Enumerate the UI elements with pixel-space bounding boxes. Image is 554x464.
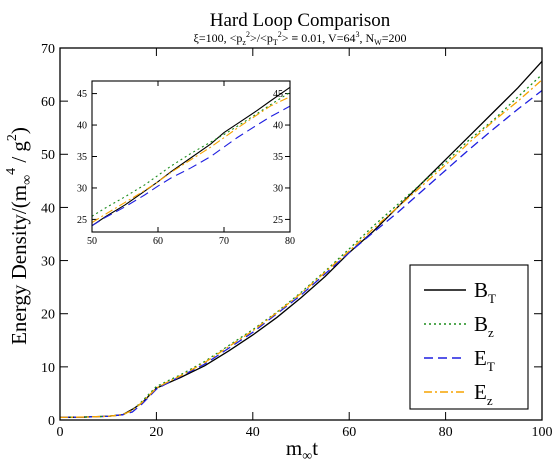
main-x-tick-label: 80 xyxy=(439,425,453,440)
inset-y-tick-label-right: 25 xyxy=(273,215,283,226)
inset-plot-frame xyxy=(91,80,291,233)
inset-x-tick-label: 60 xyxy=(153,236,163,247)
main-series-BT xyxy=(59,60,543,418)
inset-series-BT xyxy=(91,86,291,227)
inset-y-tick-label: 35 xyxy=(77,152,87,163)
inset-y-tick-label: 45 xyxy=(77,89,87,100)
legend: BT Bz ET Ez xyxy=(409,264,529,410)
main-x-tick-label: 0 xyxy=(57,425,64,440)
inset-y-tick-label: 30 xyxy=(77,183,87,194)
legend-label-Ez: Ez xyxy=(474,380,493,408)
main-series-ET xyxy=(59,89,543,418)
inset-y-tick-label-right: 40 xyxy=(273,121,283,132)
main-y-tick-label: 60 xyxy=(41,95,55,110)
legend-label-ET: ET xyxy=(474,346,495,374)
main-y-tick-label: 10 xyxy=(41,361,55,376)
main-y-tick-label: 30 xyxy=(41,254,55,269)
main-y-tick-label: 40 xyxy=(41,201,55,216)
main-axes-ticks: 0 20 40 60 80 100 0 10 20 30 40 50 60 70 xyxy=(41,42,553,440)
legend-label-Bz: Bz xyxy=(474,312,494,340)
inset-y-tick-label: 25 xyxy=(77,215,87,226)
inset-y-tick-label-right: 45 xyxy=(273,89,283,100)
main-series-lines xyxy=(59,60,543,418)
inset-series-lines xyxy=(91,86,291,227)
inset-x-tick-label: 70 xyxy=(219,236,229,247)
chart-title: Hard Loop Comparison xyxy=(210,10,391,31)
inset-y-tick-label-right: 30 xyxy=(273,183,283,194)
inset-x-tick-label: 50 xyxy=(87,236,97,247)
main-plot-frame xyxy=(59,47,543,421)
inset-series-ET xyxy=(91,105,291,227)
main-y-tick-label: 70 xyxy=(41,42,55,57)
legend-box xyxy=(409,264,529,410)
main-y-tick-label: 50 xyxy=(41,148,55,163)
inset-y-tick-label-right: 35 xyxy=(273,152,283,163)
main-x-tick-label: 40 xyxy=(246,425,260,440)
main-x-tick-label: 100 xyxy=(532,425,553,440)
legend-label-BT: BT xyxy=(474,278,496,306)
main-y-tick-label: 0 xyxy=(48,414,55,429)
main-x-tick-label: 20 xyxy=(149,425,163,440)
main-x-tick-label: 60 xyxy=(342,425,356,440)
main-series-Ez xyxy=(59,79,543,418)
x-axis-label: m∞t xyxy=(286,436,318,464)
inset-series-Ez xyxy=(91,96,291,224)
y-axis-label: Energy Density/(m∞4 / g2) xyxy=(4,127,35,345)
inset-x-tick-label: 80 xyxy=(285,236,295,247)
chart-subtitle: ξ=100, <pz2>/<pT2> ≡ 0.01, V=643, NW=200 xyxy=(193,30,406,47)
inset-y-tick-label: 40 xyxy=(77,121,87,132)
inset-background xyxy=(92,81,290,232)
main-y-tick-label: 20 xyxy=(41,308,55,323)
